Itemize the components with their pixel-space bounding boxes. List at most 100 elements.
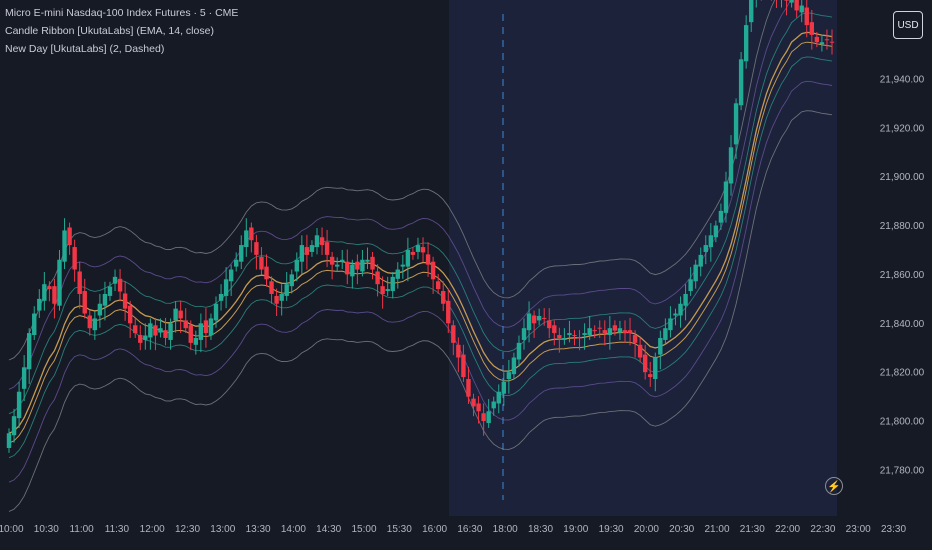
candle-body bbox=[264, 266, 269, 280]
time-tick-label: 11:00 bbox=[69, 524, 94, 535]
candle-body bbox=[183, 320, 188, 329]
candle-body bbox=[223, 279, 229, 296]
candle-body bbox=[345, 261, 350, 275]
time-tick-label: 13:30 bbox=[246, 524, 271, 535]
candle-body bbox=[703, 245, 708, 252]
candle-body bbox=[198, 323, 204, 340]
candle-body bbox=[279, 293, 284, 301]
ribbon-band-line bbox=[8, 0, 776, 361]
time-tick-label: 19:00 bbox=[563, 524, 588, 535]
candle-body bbox=[622, 330, 628, 334]
candle-body bbox=[415, 245, 421, 252]
candle-body bbox=[143, 335, 148, 340]
candle-body bbox=[148, 323, 153, 338]
candle-body bbox=[6, 433, 12, 448]
candle-body bbox=[37, 298, 42, 311]
candle-body bbox=[218, 293, 224, 301]
currency-button[interactable]: USD bbox=[893, 11, 923, 39]
candle-body bbox=[658, 337, 663, 355]
time-tick-label: 21:30 bbox=[740, 524, 765, 535]
candle-body bbox=[632, 335, 638, 343]
candle-body bbox=[122, 293, 128, 309]
candle-body bbox=[77, 271, 82, 294]
candle-body bbox=[26, 333, 32, 370]
candle-body bbox=[254, 242, 259, 255]
candle-body bbox=[728, 147, 734, 184]
candle-body bbox=[501, 381, 507, 394]
time-tick-label: 18:00 bbox=[493, 524, 518, 535]
candle-body bbox=[203, 320, 209, 334]
price-tick-label: 21,880.00 bbox=[880, 221, 925, 232]
candle-body bbox=[607, 328, 613, 336]
candle-body bbox=[269, 281, 274, 294]
candle-body bbox=[21, 367, 27, 389]
candle-body bbox=[153, 325, 158, 336]
candle-body bbox=[496, 391, 501, 404]
indicator-candle-ribbon[interactable]: Candle Ribbon [UkutaLabs] (EMA, 14, clos… bbox=[5, 25, 214, 37]
candle-body bbox=[385, 289, 390, 292]
candle-body bbox=[390, 276, 395, 292]
candle-body bbox=[294, 259, 299, 272]
time-tick-label: 10:00 bbox=[0, 524, 24, 535]
candle-body bbox=[663, 328, 668, 340]
candle-body bbox=[572, 335, 577, 337]
time-axis[interactable]: 10:00 10:30 11:00 11:30 12:00 12:30 13:00 13:30… bbox=[0, 524, 906, 535]
candle-body bbox=[92, 318, 98, 331]
price-tick-label: 21,800.00 bbox=[880, 417, 925, 428]
candle-body bbox=[163, 330, 168, 338]
candle-body bbox=[127, 305, 133, 324]
price-axis[interactable]: 21,780.00 21,800.00 21,820.00 21,840.00 21,8… bbox=[880, 74, 925, 476]
time-tick-label: 19:30 bbox=[599, 524, 624, 535]
time-tick-label: 16:30 bbox=[457, 524, 482, 535]
candle-body bbox=[471, 398, 476, 407]
candle-body bbox=[476, 403, 481, 412]
time-tick-label: 23:30 bbox=[881, 524, 906, 535]
candle-body bbox=[213, 303, 219, 321]
candle-body bbox=[648, 374, 653, 378]
candle-body bbox=[718, 210, 724, 223]
time-tick-label: 20:30 bbox=[669, 524, 694, 535]
time-tick-label: 21:00 bbox=[704, 524, 729, 535]
indicator-new-day[interactable]: New Day [UkutaLabs] (2, Dashed) bbox=[5, 43, 165, 55]
candle-body bbox=[461, 354, 466, 378]
time-tick-label: 13:00 bbox=[210, 524, 235, 535]
candle-body bbox=[334, 264, 340, 267]
candle-body bbox=[526, 313, 532, 331]
candle-body bbox=[355, 261, 360, 270]
time-tick-label: 11:30 bbox=[105, 524, 130, 535]
time-tick-label: 20:00 bbox=[634, 524, 659, 535]
candle-body bbox=[693, 264, 698, 282]
candle-body bbox=[683, 293, 688, 306]
ribbon-band-line bbox=[8, 41, 833, 444]
candle-body bbox=[350, 264, 355, 277]
candle-body bbox=[193, 337, 199, 345]
candle-body bbox=[668, 318, 673, 331]
symbol-title[interactable]: Micro E-mini Nasdaq-100 Index Futures · … bbox=[5, 7, 239, 19]
chart-legend: Micro E-mini Nasdaq-100 Index Futures · … bbox=[5, 4, 238, 58]
candle-body bbox=[506, 372, 512, 380]
ribbon-bands bbox=[8, 0, 833, 512]
candle-body bbox=[592, 330, 597, 332]
candle-body bbox=[542, 317, 547, 319]
candle-body bbox=[577, 337, 582, 339]
candle-body bbox=[481, 413, 486, 422]
time-tick-label: 14:30 bbox=[316, 524, 341, 535]
candle-body bbox=[329, 256, 335, 265]
candle-body bbox=[375, 271, 380, 285]
ribbon-band-line bbox=[8, 56, 833, 459]
candle-body bbox=[57, 259, 62, 306]
candle-body bbox=[284, 284, 289, 296]
candle-body bbox=[491, 401, 496, 409]
candle-body bbox=[819, 42, 825, 45]
candle-body bbox=[72, 247, 77, 270]
candle-body bbox=[552, 325, 557, 334]
price-tick-label: 21,940.00 bbox=[880, 74, 925, 85]
candle-body bbox=[789, 0, 794, 3]
candle-body bbox=[723, 181, 729, 213]
candle-body bbox=[456, 344, 461, 358]
lightning-icon[interactable]: ⚡ bbox=[825, 477, 843, 495]
candle-body bbox=[395, 269, 400, 279]
candle-body bbox=[405, 249, 411, 267]
candle-body bbox=[249, 227, 254, 241]
